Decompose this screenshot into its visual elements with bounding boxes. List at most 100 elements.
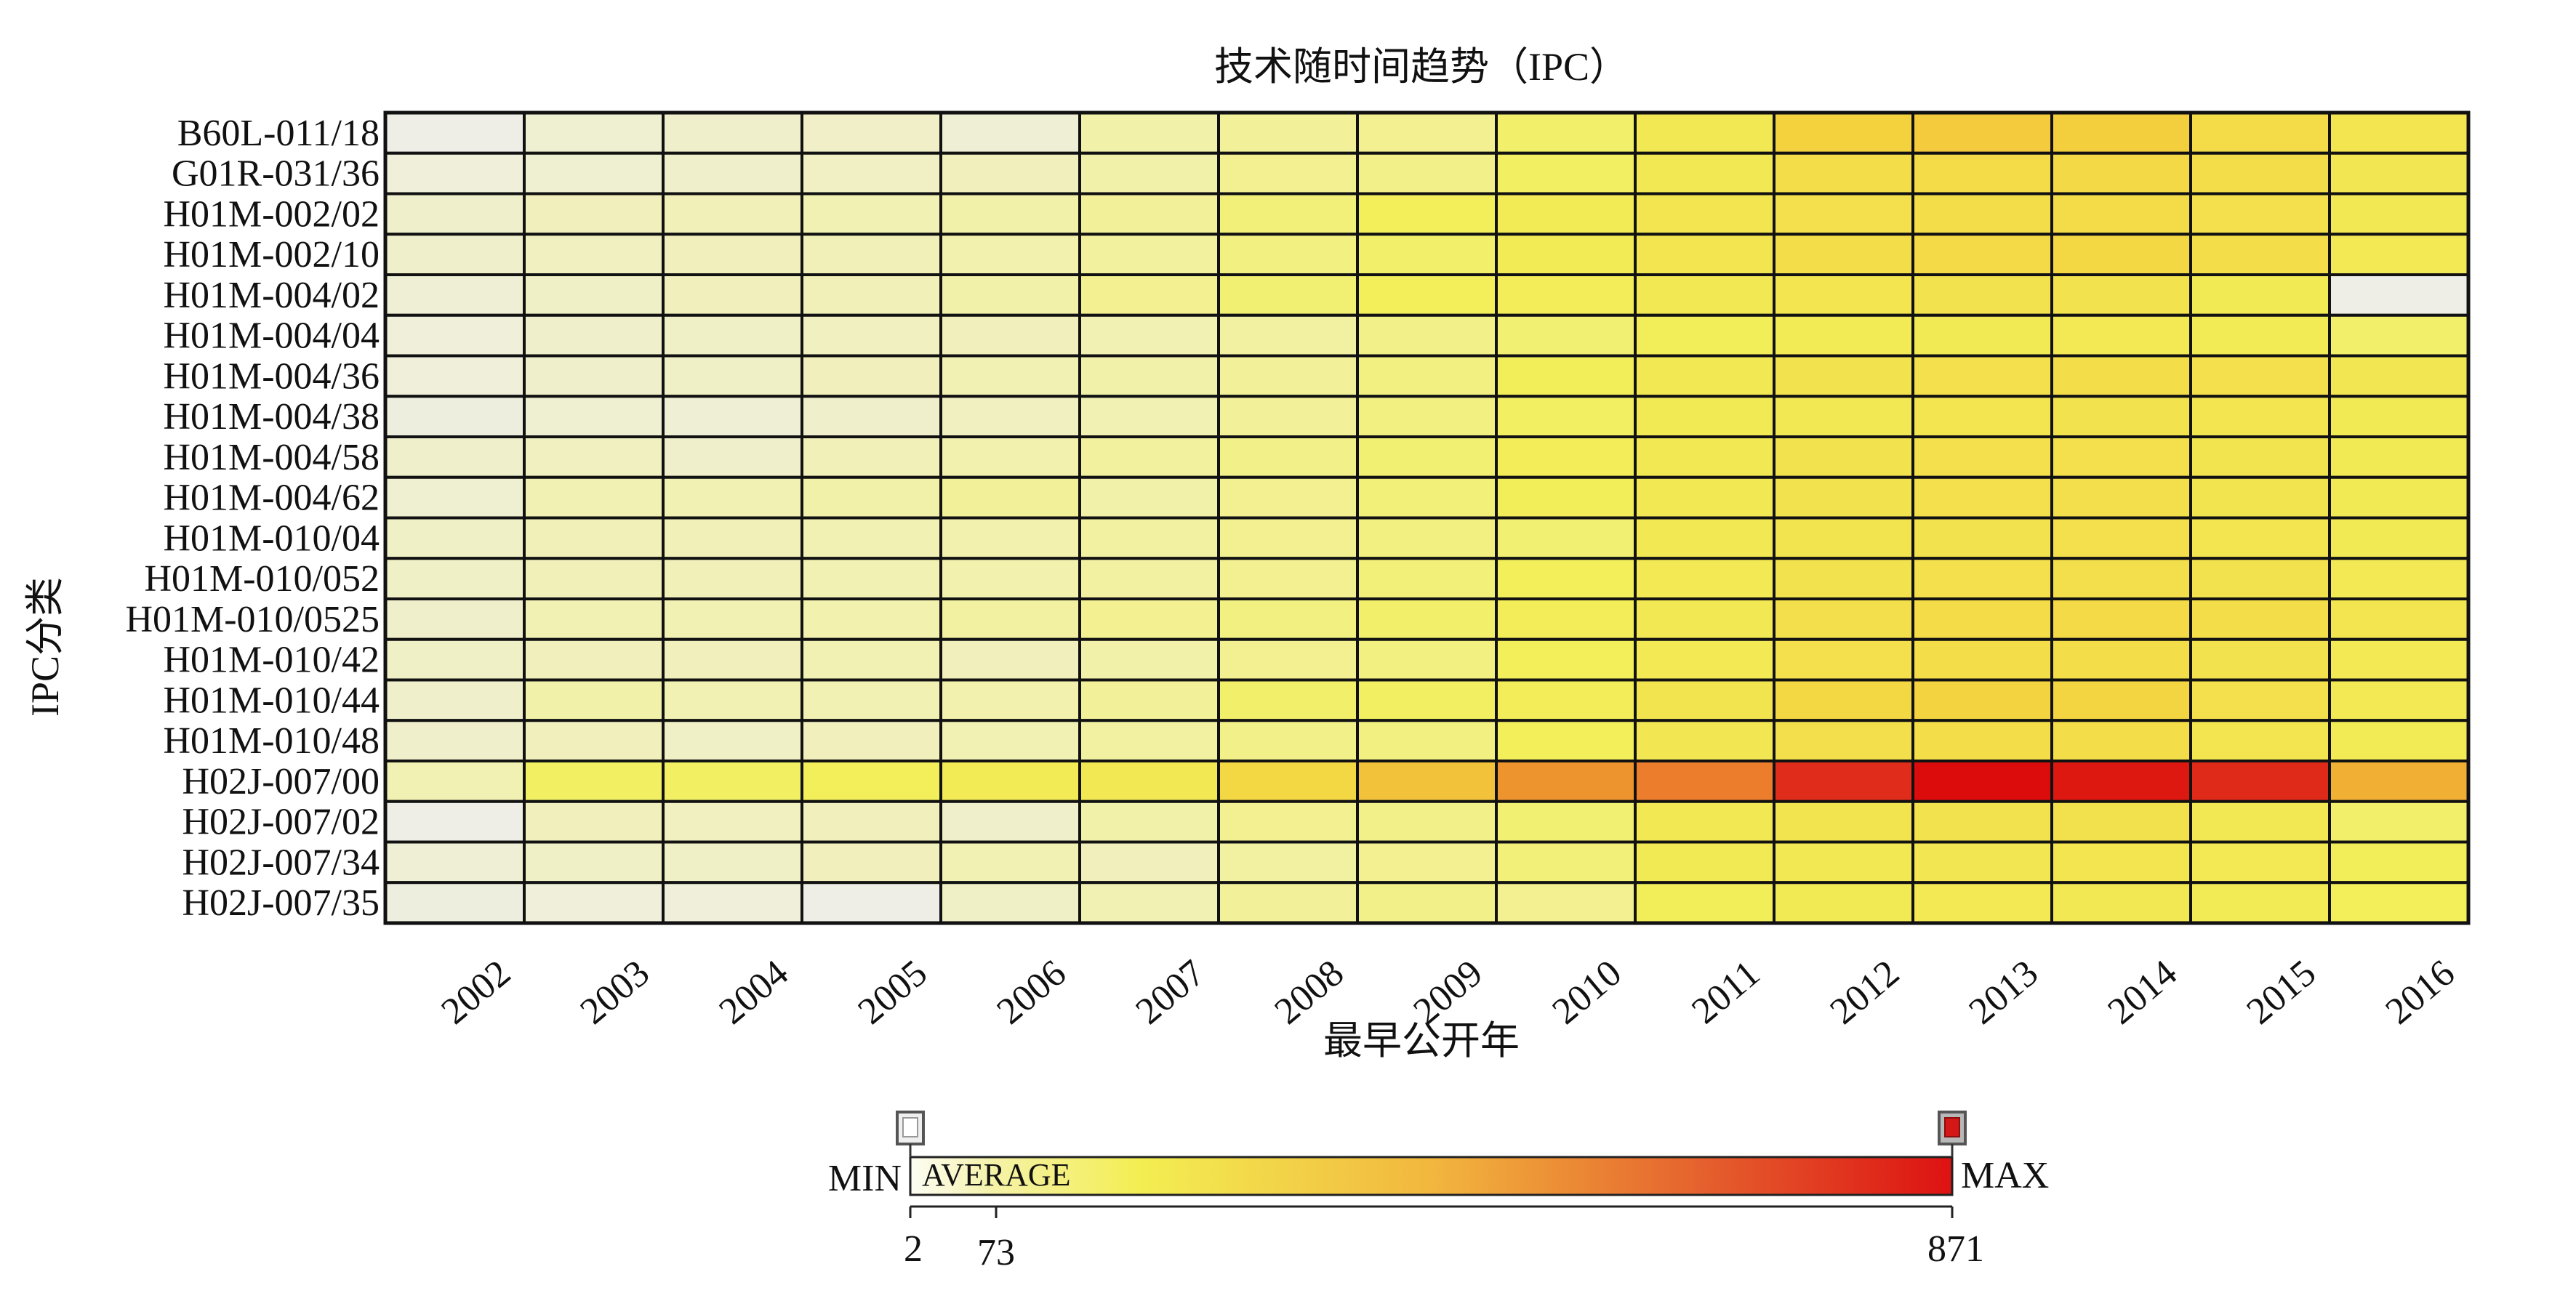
heatmap-cell [523, 678, 665, 722]
legend-min-value: 2 [904, 1228, 923, 1270]
heatmap-cell [662, 475, 803, 520]
heatmap-cell [2050, 395, 2192, 438]
heatmap-cell [2189, 273, 2331, 317]
heatmap-cell [1773, 354, 1914, 398]
heatmap-cell [939, 516, 1081, 560]
heatmap-cell [523, 475, 665, 520]
heatmap-cell [1773, 881, 1914, 925]
legend-max-label: MAX [1961, 1155, 2049, 1196]
x-tick-label: 2014 [2100, 952, 2185, 1033]
y-tick-label: H01M-010/42 [163, 640, 380, 681]
heatmap-cell [1634, 233, 1775, 276]
x-tick-label: 2012 [1823, 952, 1907, 1033]
heatmap-cell [1078, 637, 1220, 682]
heatmap-cell [1634, 840, 1775, 885]
heatmap-cell [1634, 192, 1775, 236]
heatmap-cell [939, 273, 1081, 317]
heatmap-cell [523, 192, 665, 236]
heatmap-cell [1911, 233, 2053, 276]
legend-max-value: 871 [1927, 1228, 1984, 1270]
heatmap-cell [1495, 111, 1637, 155]
heatmap-cell [1217, 881, 1359, 925]
y-tick-label: H02J-007/35 [182, 882, 380, 924]
heatmap-cell [1078, 597, 1220, 641]
heatmap-cell [1634, 881, 1775, 925]
heatmap-cell [1773, 151, 1914, 196]
heatmap-cell [523, 597, 665, 641]
heatmap-cell [1217, 233, 1359, 276]
heatmap-cell [384, 881, 526, 925]
heatmap-cell [801, 637, 942, 682]
heatmap-cell [1217, 111, 1359, 155]
heatmap-cell [939, 233, 1081, 276]
chart-title: 技术随时间趋势（IPC） [1214, 45, 1629, 89]
heatmap-cell [1078, 800, 1220, 844]
heatmap-cell [523, 840, 665, 885]
heatmap-cell [801, 192, 942, 236]
heatmap-cell [2050, 354, 2192, 398]
heatmap-cell [384, 557, 526, 600]
x-axis-label: 最早公开年 [1323, 1019, 1520, 1063]
heatmap-cell [1356, 233, 1498, 276]
heatmap-cell [1495, 678, 1637, 722]
heatmap-cell [523, 881, 665, 925]
heatmap-cell [662, 151, 803, 196]
heatmap-cell [939, 395, 1081, 438]
heatmap-cell [1773, 800, 1914, 844]
heatmap-cell [1634, 557, 1775, 600]
heatmap-cell [1217, 313, 1359, 358]
heatmap-cell [1773, 597, 1914, 641]
heatmap-cell [2328, 516, 2470, 560]
heatmap-cell [1773, 313, 1914, 358]
heatmap-cell [1634, 760, 1775, 803]
heatmap-cell [1078, 840, 1220, 885]
heatmap-cell [1495, 395, 1637, 438]
heatmap-cell [2328, 233, 2470, 276]
heatmap-cell [1078, 395, 1220, 438]
heatmap-cell [1078, 760, 1220, 803]
heatmap-cell [939, 637, 1081, 682]
heatmap-cell [662, 192, 803, 236]
heatmap-cell [1078, 354, 1220, 398]
heatmap-cell [1356, 557, 1498, 600]
heatmap-cell [801, 557, 942, 600]
y-tick-label: G01R-031/36 [172, 153, 380, 195]
y-tick-label: H01M-002/02 [163, 193, 380, 235]
legend-gradient-bar [909, 1156, 1954, 1196]
heatmap-cell [939, 151, 1081, 196]
heatmap-cell [1911, 516, 2053, 560]
heatmap-cell [801, 151, 942, 196]
heatmap-cell [2050, 192, 2192, 236]
heatmap-cell [2050, 273, 2192, 317]
heatmap-cell [523, 760, 665, 803]
heatmap-cell [384, 354, 526, 398]
y-tick-label: H02J-007/34 [182, 842, 380, 883]
heatmap-cell [1356, 678, 1498, 722]
heatmap-cell [2328, 354, 2470, 398]
heatmap-cell [1634, 597, 1775, 641]
heatmap-cell [1217, 354, 1359, 398]
heatmap-cell [1495, 313, 1637, 358]
heatmap-cell [939, 435, 1081, 479]
heatmap-cell [2328, 597, 2470, 641]
x-tick-label: 2002 [434, 952, 518, 1033]
heatmap-cell [2050, 475, 2192, 520]
heatmap-cell [1217, 800, 1359, 844]
heatmap-cell [939, 840, 1081, 885]
y-tick-label: H01M-010/0525 [125, 599, 380, 640]
heatmap-cell [1495, 760, 1637, 803]
heatmap-cell [1356, 881, 1498, 925]
heatmap-cell [1495, 273, 1637, 317]
y-tick-label: H02J-007/02 [182, 802, 380, 843]
heatmap-cell [384, 516, 526, 560]
heatmap-cell [2189, 840, 2331, 885]
heatmap-cell [1773, 111, 1914, 155]
heatmap-cell [1217, 192, 1359, 236]
heatmap-cell [801, 516, 942, 560]
heatmap-cell [2050, 760, 2192, 803]
heatmap-cell [662, 637, 803, 682]
heatmap-cell [662, 678, 803, 722]
y-tick-label: H01M-004/36 [163, 355, 380, 397]
heatmap-cell [2189, 678, 2331, 722]
